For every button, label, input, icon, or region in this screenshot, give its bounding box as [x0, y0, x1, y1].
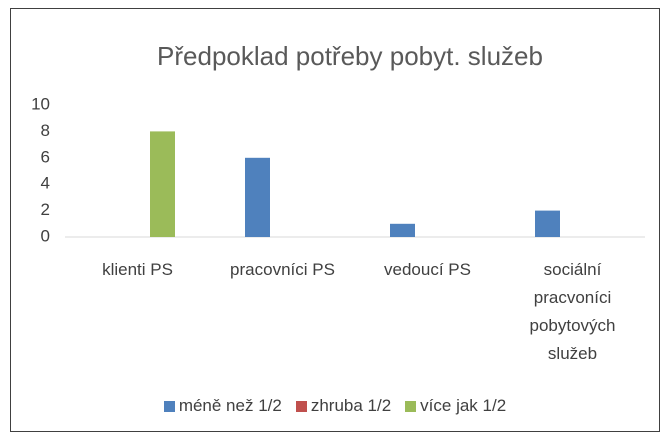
legend-item: zhruba 1/2	[295, 396, 392, 416]
y-tick-label: 6	[41, 147, 50, 166]
y-tick-label: 4	[41, 174, 50, 193]
legend-label: zhruba 1/2	[310, 396, 392, 415]
bar	[535, 210, 560, 237]
y-tick-label: 2	[41, 200, 50, 219]
bar	[245, 157, 270, 237]
chart-title: Předpoklad potřeby pobyt. služeb	[157, 41, 543, 71]
legend-item: více jak 1/2	[405, 396, 506, 416]
legend-label: méně než 1/2	[178, 396, 282, 415]
y-tick-label: 0	[41, 226, 50, 245]
x-tick-label: vedoucí PS	[384, 260, 471, 279]
legend-swatch	[405, 400, 417, 412]
legend-swatch	[295, 400, 307, 412]
x-tick-label: sociální pracvoníci pobytových služeb	[529, 260, 616, 363]
y-tick-label: 8	[41, 121, 50, 140]
legend-swatch	[163, 400, 175, 412]
x-tick-label: pracovníci PS	[230, 260, 335, 279]
y-tick-label: 10	[31, 94, 50, 113]
legend-label: více jak 1/2	[420, 396, 507, 415]
bar	[150, 131, 175, 237]
bar	[390, 223, 415, 237]
legend-item: méně než 1/2	[163, 396, 282, 416]
legend: méně než 1/2 zhruba 1/2 více jak 1/2	[0, 396, 670, 416]
chart-border	[10, 8, 660, 432]
x-tick-label: klienti PS	[102, 260, 173, 279]
